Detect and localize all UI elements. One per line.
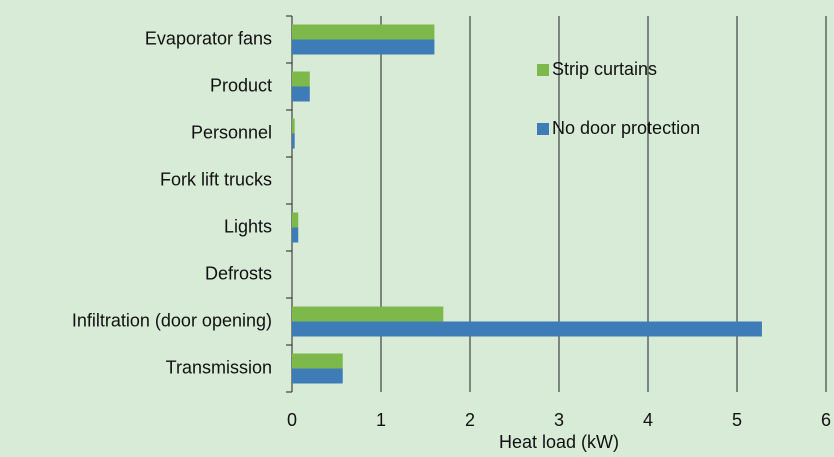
- y-tick-label: Infiltration (door opening): [72, 310, 272, 330]
- x-tick-label: 5: [732, 410, 742, 430]
- x-tick-label: 6: [821, 410, 831, 430]
- bar: [292, 321, 762, 337]
- y-tick-label: Evaporator fans: [145, 28, 272, 48]
- bar: [292, 39, 435, 55]
- x-tick-label: 4: [643, 410, 653, 430]
- x-tick-label: 1: [376, 410, 386, 430]
- legend-label: Strip curtains: [552, 59, 657, 79]
- y-tick-label: Fork lift trucks: [160, 169, 272, 189]
- bar: [292, 306, 444, 322]
- x-axis-label: Heat load (kW): [499, 432, 619, 452]
- bar: [292, 353, 343, 369]
- y-tick-label: Personnel: [191, 122, 272, 142]
- bar: [292, 133, 295, 149]
- y-tick-label: Product: [210, 75, 272, 95]
- bar: [292, 227, 299, 243]
- bar: [292, 212, 299, 228]
- legend-label: No door protection: [552, 118, 700, 138]
- x-tick-label: 3: [554, 410, 564, 430]
- bar: [292, 368, 343, 384]
- y-tick-label: Defrosts: [205, 263, 272, 283]
- legend-swatch: [537, 64, 549, 76]
- legend-swatch: [537, 123, 549, 135]
- y-tick-label: Transmission: [166, 357, 272, 377]
- bar: [292, 24, 435, 40]
- bar: [292, 71, 310, 87]
- bar: [292, 86, 310, 102]
- y-tick-label: Lights: [224, 216, 272, 236]
- x-tick-label: 0: [287, 410, 297, 430]
- x-tick-label: 2: [465, 410, 475, 430]
- bar: [292, 118, 295, 134]
